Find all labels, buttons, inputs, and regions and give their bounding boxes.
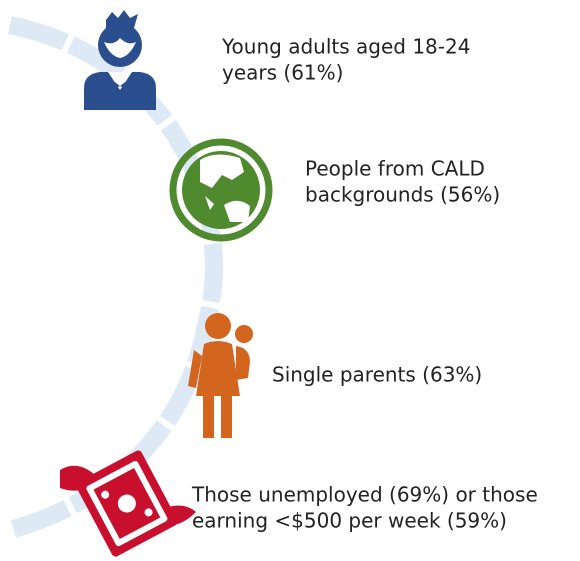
item-text: People from CALD — [305, 157, 485, 181]
item-text: Single parents (63%) — [272, 363, 482, 387]
item-text: earning <$500 per week (59%) — [192, 509, 507, 533]
item-text: years (61%) — [222, 61, 343, 85]
item-text: backgrounds (56%) — [305, 183, 500, 207]
young-adult-icon — [84, 10, 156, 110]
globe-icon — [169, 138, 273, 242]
money-icon — [60, 450, 196, 557]
item-text: Young adults aged 18-24 — [221, 35, 470, 59]
single-parent-icon — [188, 313, 253, 438]
item-text: Those unemployed (69%) or those — [191, 483, 538, 507]
